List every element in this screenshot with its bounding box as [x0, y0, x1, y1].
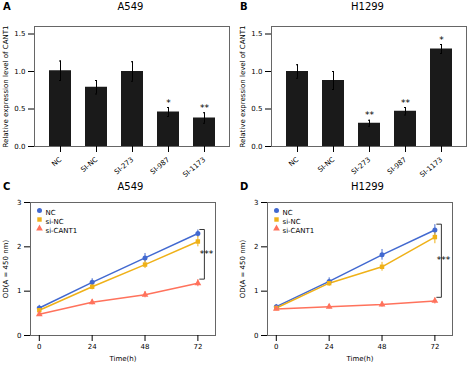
svg-text:1: 1 — [17, 287, 21, 295]
svg-text:Relative expression level of C: Relative expression level of CANT1 — [2, 26, 10, 148]
svg-text:0.0: 0.0 — [14, 143, 25, 151]
svg-text:0: 0 — [17, 332, 21, 340]
svg-text:**: ** — [401, 98, 411, 108]
html-text:A: A — [3, 1, 11, 12]
svg-text:24: 24 — [325, 343, 334, 351]
svg-text:0: 0 — [37, 343, 41, 351]
svg-text:***: *** — [200, 249, 214, 259]
svg-text:si-CANT1: si-CANT1 — [46, 227, 78, 235]
svg-text:SI-987: SI-987 — [386, 156, 408, 177]
svg-text:72: 72 — [193, 343, 202, 351]
svg-text:48: 48 — [141, 343, 150, 351]
svg-text:si-CANT1: si-CANT1 — [283, 227, 315, 235]
svg-text:0: 0 — [274, 343, 278, 351]
svg-text:SI-1173: SI-1173 — [182, 156, 208, 179]
html-text:H1299: H1299 — [351, 1, 384, 12]
svg-text:*: * — [166, 98, 171, 108]
html-text:C: C — [3, 181, 11, 192]
svg-text:NC: NC — [50, 156, 63, 169]
svg-text:3: 3 — [254, 199, 258, 207]
svg-text:2: 2 — [254, 243, 258, 251]
svg-text:*: * — [439, 35, 444, 45]
svg-text:24: 24 — [88, 343, 97, 351]
svg-text:OD(A = 450 nm): OD(A = 450 nm) — [2, 240, 10, 299]
svg-text:NC: NC — [46, 209, 56, 217]
svg-text:48: 48 — [378, 343, 387, 351]
svg-text:SI-273: SI-273 — [350, 156, 372, 177]
svg-text:Relative expression level of C: Relative expression level of CANT1 — [239, 26, 247, 148]
svg-text:72: 72 — [430, 343, 439, 351]
svg-text:SI-987: SI-987 — [149, 156, 171, 177]
html-text:B: B — [240, 1, 248, 12]
svg-text:OD(A = 450 nm): OD(A = 450 nm) — [239, 240, 247, 299]
svg-text:0.5: 0.5 — [14, 105, 25, 113]
svg-text:***: *** — [437, 255, 451, 265]
html-text:D: D — [240, 181, 249, 192]
svg-text:Time(h): Time(h) — [108, 355, 136, 363]
svg-text:3: 3 — [17, 199, 21, 207]
svg-text:NC: NC — [283, 209, 293, 217]
svg-text:1.5: 1.5 — [14, 30, 25, 38]
svg-text:1.0: 1.0 — [251, 68, 262, 76]
svg-text:1.0: 1.0 — [14, 68, 25, 76]
svg-text:**: ** — [365, 110, 375, 120]
html-text:H1299: H1299 — [351, 181, 384, 192]
svg-text:0.5: 0.5 — [251, 105, 262, 113]
svg-text:NC: NC — [287, 156, 300, 169]
svg-text:SI-NC: SI-NC — [79, 156, 99, 175]
svg-text:si-NC: si-NC — [46, 218, 64, 226]
svg-text:0.0: 0.0 — [251, 143, 262, 151]
html-text:A549: A549 — [117, 181, 144, 192]
svg-text:SI-1173: SI-1173 — [419, 156, 445, 179]
svg-text:SI-273: SI-273 — [113, 156, 135, 177]
svg-text:0: 0 — [254, 332, 258, 340]
svg-text:si-NC: si-NC — [283, 218, 301, 226]
svg-text:SI-NC: SI-NC — [316, 156, 336, 175]
svg-text:Time(h): Time(h) — [345, 355, 373, 363]
svg-text:2: 2 — [17, 243, 21, 251]
html-text:A549: A549 — [117, 1, 144, 12]
svg-text:**: ** — [200, 103, 210, 113]
svg-text:1: 1 — [254, 287, 258, 295]
svg-text:1.5: 1.5 — [251, 30, 262, 38]
